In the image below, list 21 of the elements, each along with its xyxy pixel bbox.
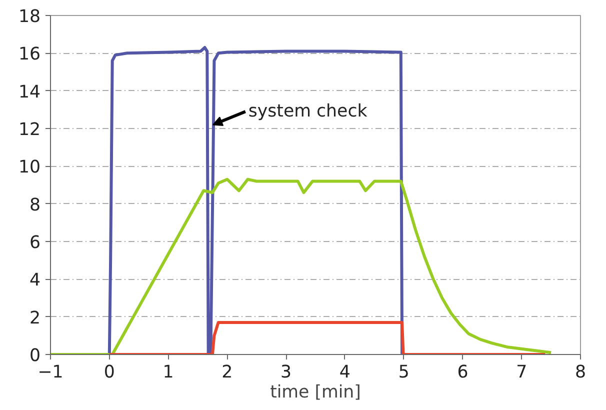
y-tick-label: 10 — [18, 158, 41, 178]
y-tick-label: 16 — [18, 44, 41, 65]
x-tick-label: 7 — [516, 362, 528, 382]
y-tick-label: 14 — [18, 82, 41, 102]
y-tick-label: 8 — [29, 195, 41, 216]
y-tick-label: 12 — [18, 120, 41, 140]
x-tick-label: 3 — [280, 362, 292, 382]
y-tick-label: 6 — [29, 233, 41, 253]
y-tick-label: 18 — [18, 7, 41, 27]
x-tick-label: 6 — [457, 362, 468, 382]
x-tick-label: 0 — [104, 362, 115, 382]
x-tick-label: 2 — [222, 362, 233, 382]
y-tick-label: 2 — [29, 308, 41, 328]
x-axis-title: time [min] — [270, 382, 361, 402]
x-tick-label: 4 — [339, 362, 350, 382]
annotation: system check — [248, 102, 368, 122]
y-tick-label: 4 — [29, 270, 41, 291]
line-series — [50, 178, 553, 354]
x-tick-label: 8 — [574, 362, 586, 382]
x-tick-label: 5 — [398, 362, 410, 382]
x-tick-label: 1 — [162, 362, 174, 382]
